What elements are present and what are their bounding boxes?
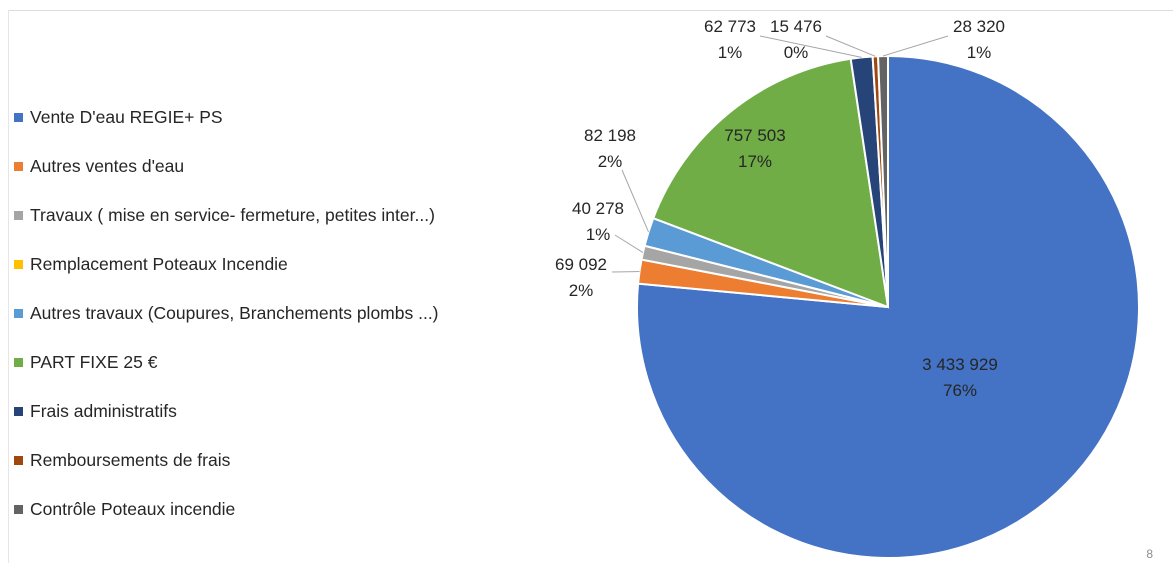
leader-line xyxy=(882,35,949,57)
legend-swatch xyxy=(14,309,23,318)
legend-item: Remboursements de frais xyxy=(14,436,534,485)
legend-item: Autres ventes d'eau xyxy=(14,142,534,191)
data-label-value: 15 476 xyxy=(770,17,822,36)
leader-line xyxy=(759,35,862,58)
data-label-percent: 76% xyxy=(943,381,977,400)
legend-swatch xyxy=(14,456,23,465)
data-label-value: 3 433 929 xyxy=(922,355,998,374)
data-label-percent: 0% xyxy=(784,43,809,62)
legend-label: Remplacement Poteaux Incendie xyxy=(30,254,288,274)
data-label-value: 69 092 xyxy=(555,255,607,274)
top-border xyxy=(8,10,1173,11)
legend-swatch xyxy=(14,358,23,367)
data-label-value: 40 278 xyxy=(572,199,624,218)
data-label-percent: 1% xyxy=(967,43,992,62)
legend-swatch xyxy=(14,113,23,122)
legend-label: Frais administratifs xyxy=(30,401,177,421)
legend-label: Autres travaux (Coupures, Branchements p… xyxy=(30,303,439,323)
legend-item: Remplacement Poteaux Incendie xyxy=(14,240,534,289)
data-label-percent: 17% xyxy=(738,152,772,171)
legend-label: Remboursements de frais xyxy=(30,450,231,470)
legend-swatch xyxy=(14,407,23,416)
legend-item: Vente D'eau REGIE+ PS xyxy=(14,93,534,142)
leader-line xyxy=(614,234,644,254)
legend-item: Contrôle Poteaux incendie xyxy=(14,485,534,534)
chart-legend: Vente D'eau REGIE+ PS Autres ventes d'eau… xyxy=(14,93,534,534)
legend-swatch xyxy=(14,162,23,171)
legend-item: PART FIXE 25 € xyxy=(14,338,534,387)
legend-label: Contrôle Poteaux incendie xyxy=(30,499,236,519)
data-label-percent: 2% xyxy=(569,281,594,300)
legend-label: Travaux ( mise en service- fermeture, pe… xyxy=(30,205,435,225)
legend-item: Autres travaux (Coupures, Branchements p… xyxy=(14,289,534,338)
leader-line xyxy=(621,169,649,233)
leader-line xyxy=(611,271,640,273)
page-number: 8 xyxy=(1146,547,1153,561)
legend-swatch xyxy=(14,260,23,269)
data-label-value: 62 773 xyxy=(704,17,756,36)
data-label-value: 757 503 xyxy=(724,126,785,145)
legend-label: Vente D'eau REGIE+ PS xyxy=(30,107,223,127)
legend-label: Autres ventes d'eau xyxy=(30,156,185,176)
legend-swatch xyxy=(14,211,23,220)
data-label-percent: 1% xyxy=(586,225,611,244)
data-label-value: 82 198 xyxy=(584,126,636,145)
left-border xyxy=(8,10,9,563)
legend-item: Travaux ( mise en service- fermeture, pe… xyxy=(14,191,534,240)
leader-line xyxy=(825,35,876,57)
pie-slice xyxy=(651,57,890,309)
legend-swatch xyxy=(14,505,23,514)
legend-item: Frais administratifs xyxy=(14,387,534,436)
legend-label: PART FIXE 25 € xyxy=(30,352,158,372)
data-label-percent: 2% xyxy=(598,152,623,171)
data-label-value: 28 320 xyxy=(953,17,1005,36)
data-label-percent: 1% xyxy=(718,43,743,62)
